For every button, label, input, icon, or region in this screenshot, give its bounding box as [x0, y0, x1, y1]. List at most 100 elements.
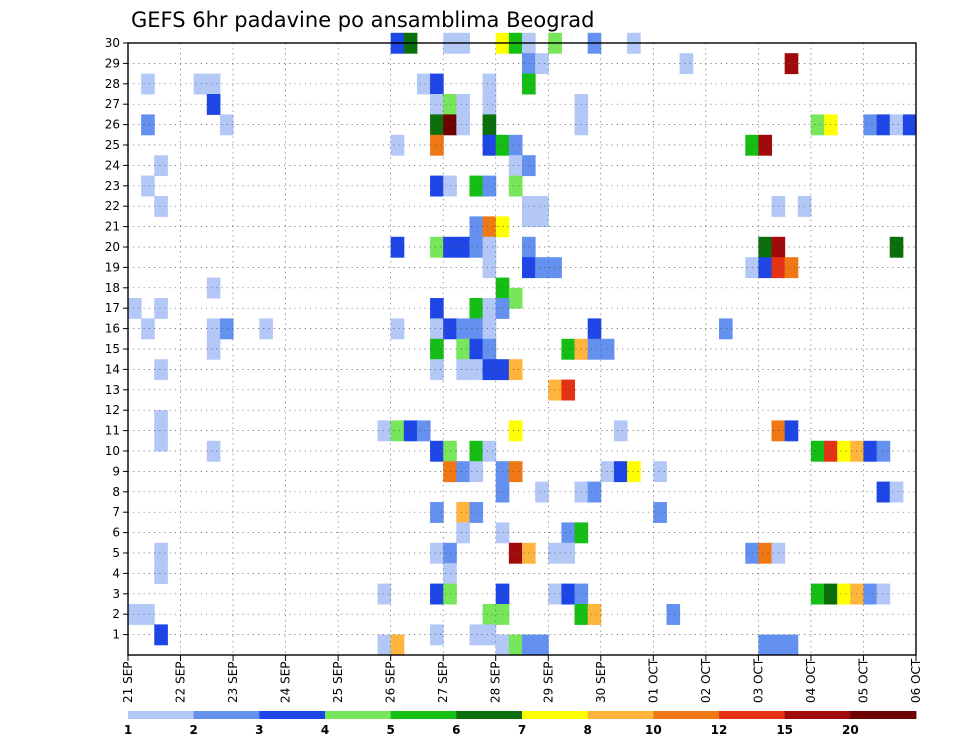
precip-cell [377, 583, 392, 605]
precip-cell [508, 287, 523, 309]
y-tick-label: 9 [112, 464, 120, 478]
precip-cell [837, 440, 851, 462]
precip-cell [482, 175, 497, 197]
precip-cell [784, 420, 799, 442]
chart-title: GEFS 6hr padavine po ansamblima Beograd [131, 8, 594, 32]
grid-layer [128, 42, 916, 655]
legend-level-label: 1 [124, 723, 132, 737]
precip-cell [482, 359, 497, 381]
y-tick-label: 23 [105, 179, 120, 193]
precip-cell [430, 298, 444, 319]
precip-cell [482, 338, 497, 360]
precip-cell [469, 298, 484, 319]
precip-cell [902, 114, 917, 136]
precip-cell [535, 481, 549, 503]
precip-cell [377, 634, 392, 656]
precip-cell [653, 461, 667, 483]
precip-cell [508, 420, 523, 442]
precip-cell [561, 522, 576, 544]
y-tick-label: 14 [105, 362, 120, 376]
precip-cell [810, 114, 825, 136]
precip-cell [784, 634, 799, 656]
precip-cell [219, 318, 234, 340]
precip-cell [758, 257, 773, 279]
precip-cell [876, 481, 891, 503]
precip-cell [154, 563, 168, 585]
precip-cell [128, 604, 142, 625]
precip-cell [443, 94, 457, 115]
precip-cell [600, 461, 615, 483]
y-tick-label: 25 [105, 138, 120, 152]
precip-cell [154, 298, 168, 319]
precip-cell [758, 134, 773, 156]
y-tick-label: 3 [112, 587, 120, 601]
legend-swatch [850, 711, 917, 719]
precip-cell [561, 542, 576, 564]
y-tick-label: 13 [105, 383, 120, 397]
precip-cell [863, 583, 878, 605]
y-tick-label: 11 [105, 424, 120, 438]
precip-cell [154, 155, 168, 177]
y-tick-label: 18 [105, 281, 120, 295]
precip-cell [141, 175, 155, 197]
precip-cell [482, 134, 497, 156]
x-tick-label: 25 SEP [331, 661, 345, 703]
precip-cell [469, 338, 484, 360]
precip-cell [863, 440, 878, 462]
precip-cell [587, 481, 602, 503]
precip-cell [430, 236, 444, 258]
x-tick-label: 04 OCT [804, 658, 818, 703]
legend-swatch [390, 711, 457, 719]
precip-cell [482, 94, 497, 115]
x-axis-ticks: 21 SEP 22 SEP 23 SEP 24 SEP 25 SEP 26 SEP 27 S… [121, 655, 923, 703]
precip-cell [613, 420, 628, 442]
precip-cell [679, 53, 694, 75]
y-tick-label: 27 [105, 97, 120, 111]
precip-cell [758, 542, 773, 564]
y-tick-label: 17 [105, 301, 120, 315]
x-tick-label: 01 OCT [646, 658, 660, 703]
y-tick-label: 7 [112, 505, 120, 519]
x-tick-label: 05 OCT [856, 658, 870, 703]
precip-cell [456, 94, 470, 115]
precip-cell [443, 236, 457, 258]
x-tick-label: 27 SEP [436, 661, 450, 703]
precip-cell [456, 338, 470, 360]
x-tick-label: 22 SEP [174, 661, 188, 703]
precip-cell [443, 542, 457, 564]
precip-cell [482, 318, 497, 340]
precip-cell [430, 94, 444, 115]
precip-cell [600, 338, 615, 360]
precip-cell [430, 542, 444, 564]
precip-cell [508, 155, 523, 177]
precip-cell [469, 624, 484, 646]
precip-cell [469, 359, 484, 381]
legend-swatch [325, 711, 392, 719]
precip-cell [206, 338, 221, 360]
precip-cell [508, 175, 523, 197]
y-tick-label: 28 [105, 77, 120, 91]
precip-cell [587, 338, 602, 360]
precip-cell [443, 440, 457, 462]
x-tick-label: 06 OCT [909, 658, 923, 703]
x-tick-label: 21 SEP [121, 661, 135, 703]
precip-cell [430, 318, 444, 340]
precip-cell [430, 624, 444, 646]
y-tick-label: 10 [105, 444, 120, 458]
precip-cell [771, 634, 786, 656]
precip-cell [154, 430, 168, 452]
precip-cell [889, 481, 904, 503]
precip-cell [495, 634, 510, 656]
precip-cell [377, 420, 392, 442]
precip-cell [430, 440, 444, 462]
legend-level-label: 3 [255, 723, 263, 737]
legend-swatch [587, 711, 654, 719]
legend-level-label: 2 [189, 723, 197, 737]
legend-swatch [784, 711, 851, 719]
y-tick-label: 21 [105, 220, 120, 234]
legend-swatch [259, 711, 326, 719]
legend-swatch [456, 711, 523, 719]
precip-cell [876, 583, 891, 605]
precip-cell [456, 461, 470, 483]
precip-cell [889, 114, 904, 136]
